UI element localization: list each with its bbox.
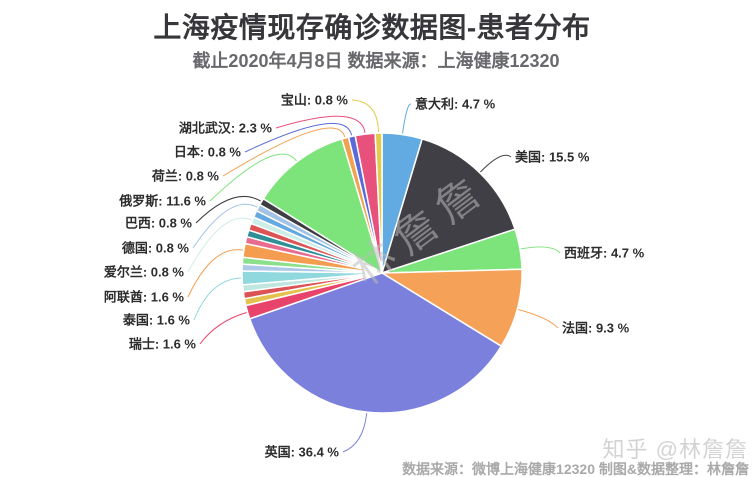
leader-lines-group <box>187 99 561 453</box>
slice-label-泰国: 泰国: 1.6 % <box>122 313 191 328</box>
chart-title: 上海疫情现存确诊数据图-患者分布 <box>153 12 591 43</box>
slice-label-宝山: 宝山: 0.8 % <box>281 93 349 108</box>
pie-slice-宝山[interactable] <box>374 132 383 274</box>
label-leader-line-巴西 <box>195 196 261 224</box>
label-leader-line-湖北武汉 <box>275 115 366 134</box>
slice-label-日本: 日本: 0.8 % <box>174 145 242 160</box>
label-leader-line-美国 <box>480 154 512 173</box>
slice-label-爱尔兰: 爱尔兰: 0.8 % <box>104 265 185 280</box>
label-leader-line-泰国 <box>193 277 242 321</box>
label-leader-line-瑞士 <box>199 312 247 345</box>
label-leader-line-德国 <box>192 203 258 249</box>
pie-slices-group <box>241 132 523 414</box>
pie-slice-英国[interactable] <box>248 272 503 414</box>
slice-label-阿联酋: 阿联酋: 1.6 % <box>104 290 185 305</box>
slice-label-俄罗斯: 俄罗斯: 11.6 % <box>118 194 206 209</box>
slice-label-法国: 法国: 9.3 % <box>562 321 630 336</box>
label-leader-line-荷兰 <box>222 127 346 177</box>
label-leader-line-爱尔兰 <box>187 217 252 273</box>
label-leader-line-宝山 <box>351 99 379 133</box>
label-leader-line-阿联酋 <box>187 249 243 298</box>
footer-credit: 数据来源：微博上海健康12320 制图&数据整理：林詹詹 <box>402 461 749 477</box>
slice-labels-group: 意大利: 4.7 % 美国: 15.5 % 西班牙: 4.7 % 法国: 9.3 % 英… <box>104 93 645 460</box>
slice-label-意大利: 意大利: 4.7 % <box>415 97 496 112</box>
pie-slice-俄罗斯[interactable] <box>262 138 383 274</box>
slice-label-英国: 英国: 36.4 % <box>264 445 340 460</box>
slice-label-德国: 德国: 0.8 % <box>122 241 190 256</box>
label-leader-line-英国 <box>342 413 368 453</box>
slice-label-瑞士: 瑞士: 1.6 % <box>129 337 197 352</box>
slice-label-巴西: 巴西: 0.8 % <box>125 216 193 231</box>
slice-label-西班牙: 西班牙: 4.7 % <box>564 246 645 261</box>
label-leader-line-日本 <box>244 122 353 153</box>
zhihu-watermark: 知乎 @林詹詹 <box>602 437 748 462</box>
slice-label-湖北武汉: 湖北武汉: 2.3 % <box>179 121 273 136</box>
label-leader-line-西班牙 <box>520 246 561 254</box>
chart-subtitle: 截止2020年4月8日 数据来源：上海健康12320 <box>192 51 560 71</box>
label-leader-line-俄罗斯 <box>209 153 297 202</box>
slice-label-荷兰: 荷兰: 0.8 % <box>151 169 220 184</box>
slice-label-美国: 美国: 15.5 % <box>515 150 590 165</box>
label-leader-line-法国 <box>518 309 559 329</box>
pie-slice-法国[interactable] <box>381 268 523 347</box>
label-leader-line-意大利 <box>402 103 412 134</box>
